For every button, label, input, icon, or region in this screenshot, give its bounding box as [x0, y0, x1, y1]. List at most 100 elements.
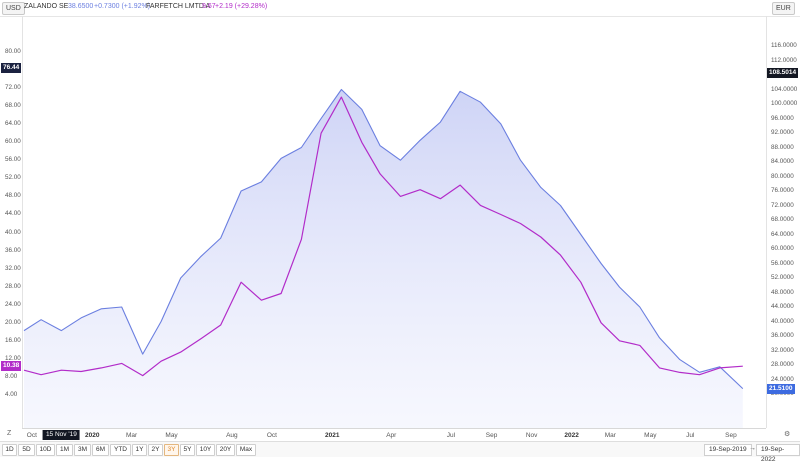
series-b-point[interactable]	[259, 298, 263, 302]
series-b-point[interactable]	[79, 370, 83, 374]
series-b-point[interactable]	[279, 292, 283, 296]
series-a-point[interactable]	[39, 318, 43, 322]
series-b-point[interactable]	[239, 280, 243, 284]
series-a-point[interactable]	[519, 158, 523, 162]
series-a-point[interactable]	[418, 138, 422, 142]
series-b-point[interactable]	[678, 370, 682, 374]
series-b-point[interactable]	[378, 172, 382, 176]
currency-selector-right[interactable]: EUR	[772, 2, 795, 15]
series-a-point[interactable]	[239, 189, 243, 193]
series-b-point[interactable]	[638, 343, 642, 347]
range-button-6m[interactable]: 6M	[92, 444, 109, 456]
legend-series-b-name[interactable]: FARFETCH LMTD A	[146, 3, 211, 10]
legend-series-a-name[interactable]: ZALANDO SE	[24, 3, 69, 10]
range-button-1d[interactable]: 1D	[2, 444, 17, 456]
series-b-point[interactable]	[398, 194, 402, 198]
zoom-reset-icon[interactable]: Z	[7, 430, 12, 437]
range-button-10d[interactable]: 10D	[36, 444, 55, 456]
series-a-point[interactable]	[479, 100, 483, 104]
range-button-10y[interactable]: 10Y	[196, 444, 215, 456]
series-a-point[interactable]	[259, 180, 263, 184]
series-b-point[interactable]	[59, 368, 63, 372]
series-b-point[interactable]	[360, 140, 364, 144]
series-b-point[interactable]	[39, 373, 43, 377]
series-a-point[interactable]	[219, 236, 223, 240]
series-b-point[interactable]	[319, 131, 323, 135]
price-chart-svg[interactable]	[22, 16, 766, 428]
series-b-point[interactable]	[22, 368, 26, 372]
series-a-point[interactable]	[599, 262, 603, 266]
series-a-line[interactable]	[23, 88, 744, 389]
series-b-point[interactable]	[618, 339, 622, 343]
time-axis[interactable]: Oct 2020 Mar May Aug Oct 2021 Apr Jul Sep Nov 2022 M…	[22, 428, 766, 441]
series-b-line[interactable]	[23, 96, 743, 377]
series-a-point[interactable]	[339, 88, 343, 92]
series-a-point[interactable]	[579, 233, 583, 237]
date-from-field[interactable]: 19-Sep-2019	[704, 444, 752, 456]
series-a-point[interactable]	[99, 307, 103, 311]
series-a-point[interactable]	[618, 285, 622, 289]
currency-selector-left[interactable]: USD	[2, 2, 25, 15]
series-b-point[interactable]	[458, 183, 462, 187]
series-b-point[interactable]	[658, 366, 662, 370]
series-b-point[interactable]	[299, 237, 303, 241]
left-price-axis[interactable]: 80.0076.0072.0068.0064.0060.0056.0052.00…	[0, 16, 23, 428]
series-b-point[interactable]	[99, 366, 103, 370]
series-b-point[interactable]	[479, 203, 483, 207]
series-a-point[interactable]	[539, 185, 543, 189]
series-b-point[interactable]	[179, 350, 183, 354]
range-button-1y[interactable]: 1Y	[132, 444, 147, 456]
series-b-point[interactable]	[219, 323, 223, 327]
series-b-point[interactable]	[599, 321, 603, 325]
range-button-max[interactable]: Max	[236, 444, 256, 456]
settings-icon[interactable]: ⚙	[784, 431, 791, 438]
series-a-point[interactable]	[741, 387, 745, 391]
series-b-point[interactable]	[698, 373, 702, 377]
range-button-5d[interactable]: 5D	[18, 444, 35, 456]
range-button-1m[interactable]: 1M	[56, 444, 73, 456]
series-a-point[interactable]	[199, 254, 203, 258]
range-button-3m[interactable]: 3M	[74, 444, 91, 456]
series-a-point[interactable]	[499, 122, 503, 126]
range-button-5y[interactable]: 5Y	[180, 444, 195, 456]
range-button-20y[interactable]: 20Y	[216, 444, 235, 456]
series-a-point[interactable]	[319, 117, 323, 121]
series-b-point[interactable]	[499, 213, 503, 217]
series-b-point[interactable]	[579, 280, 583, 284]
series-a-point[interactable]	[179, 276, 183, 280]
series-a-point[interactable]	[378, 144, 382, 148]
series-a-point[interactable]	[120, 305, 124, 309]
series-b-point[interactable]	[159, 359, 163, 363]
series-b-point[interactable]	[120, 361, 124, 365]
series-a-point[interactable]	[658, 336, 662, 340]
series-b-point[interactable]	[438, 197, 442, 201]
series-b-point[interactable]	[539, 235, 543, 239]
series-b-point[interactable]	[718, 366, 722, 370]
series-a-point[interactable]	[458, 89, 462, 93]
series-b-point[interactable]	[418, 188, 422, 192]
series-a-point[interactable]	[141, 352, 145, 356]
series-a-point[interactable]	[398, 158, 402, 162]
series-a-point[interactable]	[59, 329, 63, 333]
series-b-point[interactable]	[141, 374, 145, 378]
series-b-point[interactable]	[559, 253, 563, 257]
series-b-point[interactable]	[519, 222, 523, 226]
plot-area[interactable]	[22, 16, 766, 428]
series-a-point[interactable]	[299, 146, 303, 150]
range-button-ytd[interactable]: YTD	[110, 444, 131, 456]
series-a-point[interactable]	[159, 320, 163, 324]
series-a-point[interactable]	[22, 329, 26, 333]
series-a-point[interactable]	[360, 107, 364, 111]
series-a-point[interactable]	[678, 358, 682, 362]
series-b-point[interactable]	[741, 364, 745, 368]
range-button-2y[interactable]: 2Y	[148, 444, 163, 456]
series-a-point[interactable]	[79, 316, 83, 320]
range-button-3y[interactable]: 3Y	[164, 444, 179, 456]
series-a-point[interactable]	[279, 156, 283, 160]
series-a-point[interactable]	[559, 204, 563, 208]
series-b-point[interactable]	[199, 337, 203, 341]
series-b-point[interactable]	[339, 95, 343, 99]
series-a-point[interactable]	[638, 305, 642, 309]
date-to-field[interactable]: 19-Sep-2022	[756, 444, 800, 463]
right-price-axis[interactable]: 116.0000 112.0000 104.0000 100.0000 96.0000 9…	[766, 16, 800, 428]
